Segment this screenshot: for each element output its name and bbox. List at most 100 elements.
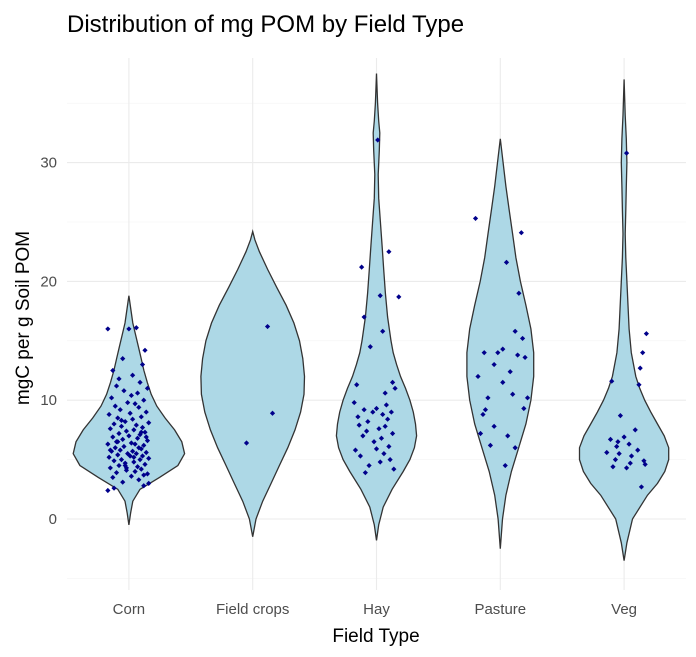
data-point <box>113 383 120 389</box>
data-point <box>373 446 380 452</box>
data-point <box>137 457 143 463</box>
violin-hay <box>335 73 418 541</box>
data-point <box>628 453 635 459</box>
data-point <box>127 410 133 416</box>
data-point <box>132 401 138 407</box>
data-point <box>487 442 493 448</box>
data-point <box>133 325 139 331</box>
data-point <box>108 395 115 401</box>
data-point <box>375 137 381 143</box>
data-point <box>110 367 116 374</box>
data-point <box>128 392 134 399</box>
data-point <box>386 443 392 450</box>
data-point <box>356 422 362 428</box>
data-point <box>136 445 142 451</box>
data-point <box>142 347 148 353</box>
data-point <box>607 436 614 443</box>
data-point <box>138 466 144 472</box>
data-point <box>373 405 380 412</box>
data-point <box>396 294 402 300</box>
data-point <box>115 415 121 421</box>
data-point <box>495 350 501 356</box>
data-point <box>110 474 116 481</box>
data-point <box>146 480 152 486</box>
data-point <box>133 451 139 457</box>
data-point <box>112 445 118 451</box>
data-point <box>480 411 486 418</box>
data-point <box>107 447 113 453</box>
data-point <box>116 462 122 469</box>
data-point <box>359 264 365 270</box>
data-point <box>107 465 113 471</box>
data-point <box>366 462 372 469</box>
data-point <box>491 423 497 429</box>
data-point <box>510 391 516 397</box>
violin-field-crops <box>200 228 306 537</box>
data-point <box>365 418 371 425</box>
data-point <box>105 487 111 494</box>
data-point <box>377 293 383 299</box>
data-point <box>111 458 117 464</box>
data-point <box>264 323 271 330</box>
data-point <box>126 326 132 332</box>
data-point <box>136 477 142 483</box>
data-point <box>130 372 136 378</box>
data-point <box>505 433 511 439</box>
x-axis-ticks: Corn Field crops Hay Pasture Veg <box>113 601 637 618</box>
data-point <box>481 350 487 356</box>
data-point <box>360 433 366 439</box>
data-point <box>524 395 531 401</box>
data-point <box>391 466 397 472</box>
y-tick-label: 10 <box>40 392 57 409</box>
y-axis-ticks: 0 10 20 30 <box>40 155 57 528</box>
data-point <box>387 457 393 463</box>
data-point <box>116 376 122 382</box>
data-point <box>636 382 642 388</box>
data-point <box>111 485 117 491</box>
data-point <box>380 328 386 334</box>
data-point <box>640 350 646 356</box>
data-point <box>139 361 146 368</box>
data-point <box>617 413 623 419</box>
data-point <box>638 484 645 490</box>
data-point <box>370 409 376 415</box>
x-tick-label: Veg <box>611 601 637 618</box>
data-point <box>134 435 141 441</box>
data-point <box>143 449 149 456</box>
data-point <box>243 440 250 446</box>
data-point <box>502 462 508 469</box>
data-point <box>141 397 147 403</box>
data-point <box>126 433 132 439</box>
data-points <box>105 137 649 494</box>
data-point <box>609 378 615 384</box>
data-point <box>134 464 141 470</box>
data-point <box>641 458 647 464</box>
data-point <box>269 410 276 416</box>
data-point <box>362 470 368 476</box>
data-point <box>125 451 131 457</box>
data-point <box>518 230 524 236</box>
violin-pasture <box>466 138 535 549</box>
data-point <box>143 434 149 440</box>
violin-veg <box>578 79 670 561</box>
data-point <box>122 462 128 469</box>
data-point <box>500 346 506 352</box>
x-tick-label: Field crops <box>216 601 289 618</box>
y-tick-label: 0 <box>49 511 57 528</box>
y-tick-label: 30 <box>40 155 57 172</box>
data-point <box>627 460 633 466</box>
data-point <box>612 457 619 463</box>
data-point <box>117 407 123 413</box>
data-point <box>610 464 616 470</box>
data-point <box>389 379 396 385</box>
data-point <box>512 445 518 451</box>
data-point <box>120 436 126 443</box>
data-point <box>122 418 128 425</box>
data-point <box>367 344 373 350</box>
data-point <box>507 369 513 375</box>
data-point <box>392 385 398 391</box>
data-point <box>485 395 491 401</box>
data-point <box>380 411 386 418</box>
data-point <box>521 405 527 412</box>
data-point <box>632 427 638 433</box>
